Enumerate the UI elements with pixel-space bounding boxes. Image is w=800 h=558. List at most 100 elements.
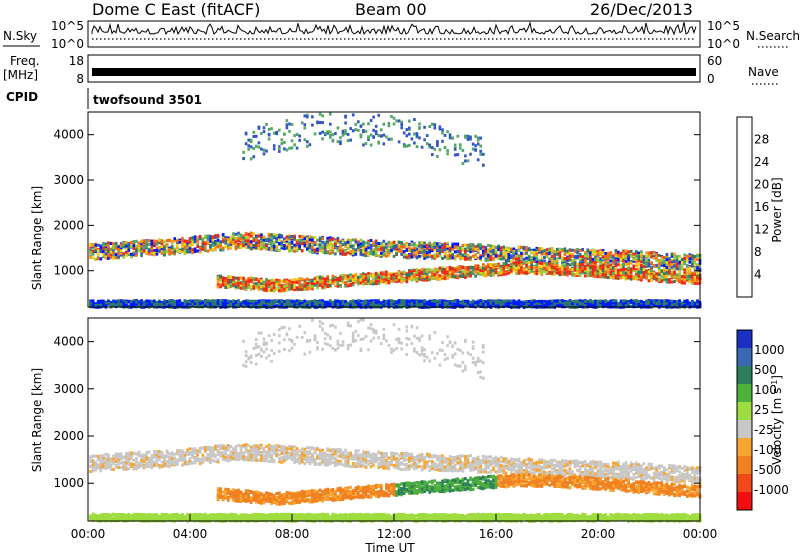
- heat-cell: [408, 249, 411, 252]
- heat-cell: [240, 245, 243, 248]
- heat-cell: [275, 300, 278, 303]
- heat-cell: [309, 286, 312, 289]
- heat-cell: [202, 248, 205, 251]
- heat-cell: [253, 300, 256, 303]
- heat-cell: [377, 282, 380, 285]
- heat-cell: [130, 300, 133, 303]
- heat-cell: [347, 247, 350, 250]
- heat-cell: [464, 244, 467, 247]
- heat-cell: [163, 254, 166, 257]
- heat-cell: [89, 243, 92, 246]
- heat-cell: [168, 248, 171, 251]
- heat-cell: [314, 241, 317, 244]
- heat-cell: [133, 244, 136, 247]
- heat-cell: [125, 301, 128, 304]
- heat-cell: [288, 241, 291, 244]
- heat-cell: [362, 276, 365, 279]
- heat-cell: [408, 120, 411, 123]
- heat-cell: [263, 285, 266, 288]
- heat-cell: [357, 129, 360, 132]
- heat-cell: [265, 244, 268, 247]
- heat-cell: [270, 239, 273, 242]
- heat-cell: [298, 242, 301, 245]
- heat-cell: [115, 253, 118, 256]
- heat-cell: [462, 149, 465, 152]
- heat-cell: [337, 300, 340, 303]
- heat-cell: [393, 273, 396, 276]
- heat-cell: [140, 254, 143, 257]
- heat-cell: [273, 241, 276, 244]
- heat-cell: [173, 303, 176, 306]
- heat-cell: [459, 147, 462, 150]
- heat-cell: [258, 286, 261, 289]
- heat-cell: [347, 284, 350, 287]
- heat-cell: [352, 300, 355, 303]
- heat-cell: [270, 279, 273, 282]
- heat-cell: [400, 273, 403, 276]
- heat-cell: [408, 127, 411, 130]
- heat-cell: [176, 300, 179, 303]
- heat-cell: [385, 243, 388, 246]
- heat-cell: [245, 302, 248, 305]
- heat-cell: [418, 122, 421, 125]
- heat-cell: [385, 273, 388, 276]
- heat-cell: [467, 254, 470, 257]
- heat-cell: [122, 252, 125, 255]
- heat-cell: [222, 302, 225, 305]
- heat-cell: [383, 243, 386, 246]
- heat-cell: [278, 147, 281, 150]
- heat-cell: [319, 132, 322, 135]
- heat-cell: [97, 249, 100, 252]
- heat-cell: [485, 246, 488, 249]
- heat-cell: [283, 279, 286, 282]
- heat-cell: [434, 127, 437, 130]
- heat-cell: [173, 300, 176, 303]
- heat-cell: [329, 299, 332, 302]
- heat-cell: [148, 239, 151, 242]
- heat-cell: [416, 278, 419, 281]
- heat-cell: [166, 246, 169, 249]
- heat-cell: [360, 239, 363, 242]
- heat-cell: [487, 244, 490, 247]
- heat-cell: [321, 247, 324, 250]
- heat-cell: [474, 265, 477, 268]
- heat-cell: [247, 148, 250, 151]
- heat-cell: [235, 300, 238, 303]
- heat-cell: [329, 252, 332, 255]
- heat-cell: [344, 281, 347, 284]
- heat-cell: [416, 268, 419, 271]
- heat-cell: [523, 271, 526, 274]
- heat-cell: [286, 243, 289, 246]
- heat-cell: [301, 288, 304, 291]
- heat-cell: [444, 242, 447, 245]
- heat-cell: [380, 252, 383, 255]
- heat-cell: [314, 300, 317, 303]
- heat-cell: [482, 164, 485, 167]
- heat-cell: [457, 299, 460, 302]
- heat-cell: [469, 153, 472, 156]
- heat-cell: [232, 299, 235, 302]
- heat-cell: [196, 236, 199, 239]
- heat-cell: [370, 119, 373, 122]
- heat-cell: [219, 275, 222, 278]
- heat-cell: [339, 241, 342, 244]
- heat-cell: [520, 266, 523, 269]
- heat-cell: [288, 123, 291, 126]
- heat-cell: [459, 247, 462, 250]
- heat-cell: [309, 280, 312, 283]
- heat-cell: [477, 257, 480, 260]
- heat-cell: [518, 266, 521, 269]
- heat-cell: [380, 247, 383, 250]
- heat-cell: [275, 245, 278, 248]
- heat-cell: [281, 300, 284, 303]
- heat-cell: [482, 245, 485, 248]
- heat-cell: [161, 304, 164, 307]
- heat-cell: [291, 285, 294, 288]
- heat-cell: [291, 235, 294, 238]
- heat-cell: [474, 253, 477, 256]
- heat-cell: [337, 127, 340, 130]
- heat-cell: [316, 276, 319, 279]
- heat-cell: [408, 270, 411, 273]
- heat-cell: [250, 288, 253, 291]
- heat-cell: [260, 233, 263, 236]
